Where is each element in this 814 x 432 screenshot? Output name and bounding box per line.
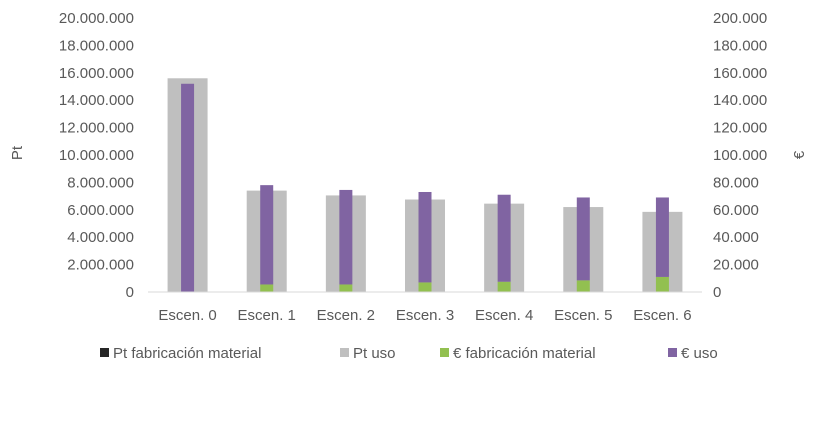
- y2-tick-label: 120.000: [713, 120, 767, 137]
- y2-tick-label: 80.000: [713, 174, 759, 191]
- right-axis-ticks: 0 20.000 40.000 60.000 80.000 100.000 120.000 1…: [713, 10, 767, 301]
- y-tick-label: 2.000.000: [67, 257, 134, 274]
- x-tick-label: Escen. 6: [633, 307, 691, 324]
- y2-tick-label: 180.000: [713, 37, 767, 54]
- bar-eur: [339, 284, 353, 292]
- bar-eur: [181, 83, 195, 292]
- bars: [167, 78, 683, 292]
- x-tick-label: Escen. 4: [475, 307, 533, 324]
- y2-tick-label: 0: [713, 284, 721, 301]
- bar-eur: [655, 197, 669, 277]
- bar-eur: [260, 284, 274, 292]
- y2-tick-label: 100.000: [713, 147, 767, 164]
- legend-swatch: [440, 348, 449, 357]
- legend: Pt fabricación material Pt uso € fabricaci…: [100, 345, 718, 362]
- y2-tick-label: 20.000: [713, 257, 759, 274]
- y2-tick-label: 140.000: [713, 92, 767, 109]
- y2-tick-label: 60.000: [713, 202, 759, 219]
- y-tick-label: 6.000.000: [67, 202, 134, 219]
- bar-eur: [576, 197, 590, 281]
- y-tick-label: 14.000.000: [59, 92, 134, 109]
- x-tick-label: Escen. 0: [158, 307, 216, 324]
- x-axis-ticks: Escen. 0 Escen. 1 Escen. 2 Escen. 3 Escen. 4…: [158, 307, 691, 324]
- y-tick-label: 8.000.000: [67, 174, 134, 191]
- bar-eur: [260, 185, 274, 285]
- bar-eur: [655, 276, 669, 292]
- y2-axis-title: €: [791, 150, 808, 159]
- y-tick-label: 18.000.000: [59, 37, 134, 54]
- x-tick-label: Escen. 3: [396, 307, 454, 324]
- x-tick-label: Escen. 1: [238, 307, 296, 324]
- legend-label: Pt fabricación material: [113, 345, 261, 362]
- legend-label: Pt uso: [353, 345, 396, 362]
- legend-label: € uso: [681, 345, 718, 362]
- bar-eur: [576, 280, 590, 292]
- legend-swatch: [340, 348, 349, 357]
- legend-swatch: [668, 348, 677, 357]
- y-tick-label: 10.000.000: [59, 147, 134, 164]
- x-tick-label: Escen. 2: [317, 307, 375, 324]
- bar-eur: [497, 194, 511, 282]
- bar-eur: [497, 281, 511, 292]
- y-tick-label: 16.000.000: [59, 65, 134, 82]
- y-tick-label: 12.000.000: [59, 120, 134, 137]
- y2-tick-label: 40.000: [713, 229, 759, 246]
- y-tick-label: 4.000.000: [67, 229, 134, 246]
- left-axis-ticks: 0 2.000.000 4.000.000 6.000.000 8.000.000 10.…: [59, 10, 134, 301]
- y2-tick-label: 160.000: [713, 65, 767, 82]
- bar-eur: [418, 191, 432, 283]
- bar-eur: [339, 189, 353, 285]
- x-tick-label: Escen. 5: [554, 307, 612, 324]
- y2-tick-label: 200.000: [713, 10, 767, 27]
- y-tick-label: 20.000.000: [59, 10, 134, 27]
- y-axis-title: Pt: [9, 145, 26, 160]
- y-tick-label: 0: [126, 284, 134, 301]
- legend-swatch: [100, 348, 109, 357]
- legend-label: € fabricación material: [453, 345, 596, 362]
- bar-eur: [418, 282, 432, 292]
